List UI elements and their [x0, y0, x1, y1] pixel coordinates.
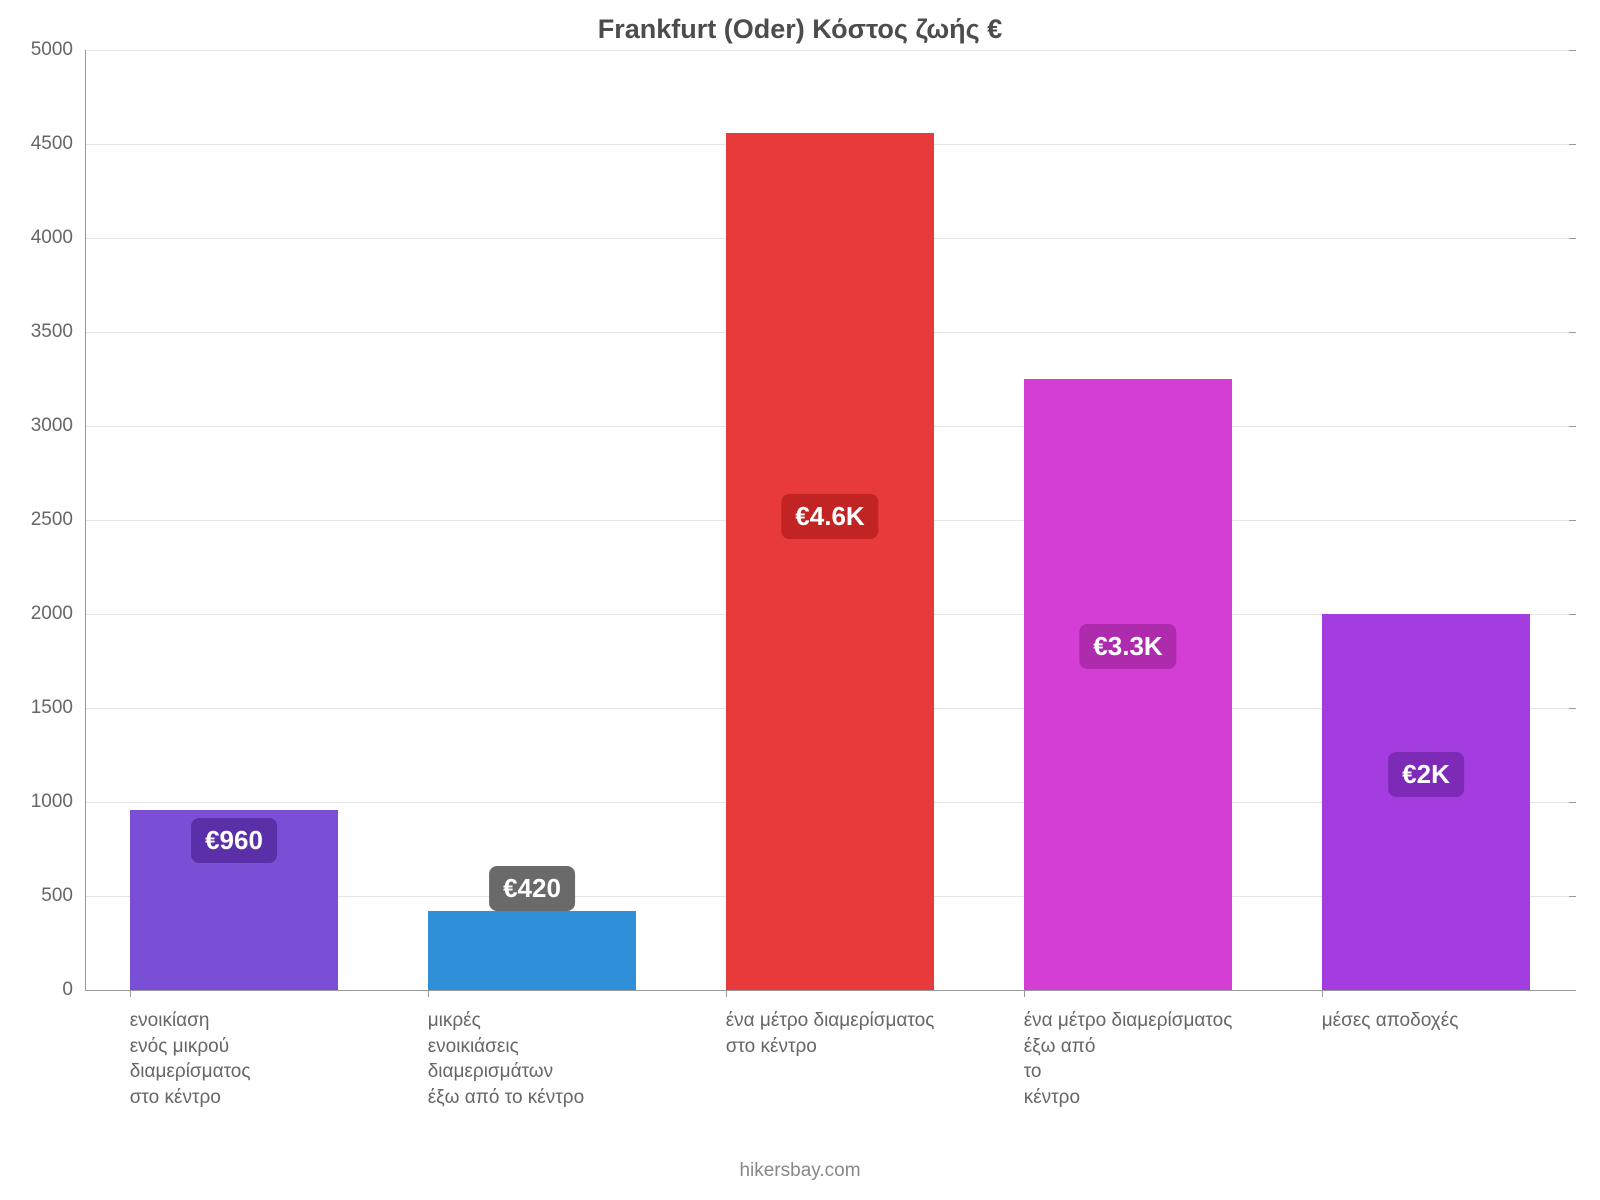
- bar-value-label: €3.3K: [1079, 624, 1176, 669]
- bar: [1024, 379, 1233, 990]
- y-tick-label: 1000: [31, 791, 85, 813]
- bar-value-label: €4.6K: [781, 494, 878, 539]
- y-tick-label: 2000: [31, 603, 85, 625]
- y-tick-label: 3000: [31, 415, 85, 437]
- x-category-label: μέσες αποδοχές: [1322, 1008, 1459, 1034]
- bar-value-label: €2K: [1388, 752, 1464, 797]
- y-tick-mark: [1569, 802, 1576, 803]
- y-axis: [85, 50, 86, 990]
- grid-line: [85, 50, 1575, 51]
- y-tick-label: 500: [41, 885, 85, 907]
- chart-title: Frankfurt (Oder) Κόστος ζωής €: [0, 14, 1600, 45]
- y-tick-mark: [1569, 708, 1576, 709]
- bar-value-label: €420: [489, 866, 575, 911]
- y-tick-label: 4500: [31, 133, 85, 155]
- x-tick-mark: [130, 990, 131, 997]
- y-tick-mark: [1569, 614, 1576, 615]
- plot-area: 0500100015002000250030003500400045005000…: [85, 50, 1575, 990]
- x-category-label: ενοικίαση ενός μικρού διαμερίσματος στο …: [130, 1008, 251, 1111]
- x-category-label: ένα μέτρο διαμερίσματος έξω από το κέντρ…: [1024, 1008, 1233, 1111]
- x-tick-mark: [726, 990, 727, 997]
- bar: [428, 911, 637, 990]
- x-category-label: ένα μέτρο διαμερίσματος στο κέντρο: [726, 1008, 935, 1059]
- bar: [1322, 614, 1531, 990]
- y-tick-label: 0: [62, 979, 85, 1001]
- bar: [726, 133, 935, 990]
- x-axis: [85, 990, 1575, 991]
- x-tick-mark: [428, 990, 429, 997]
- x-tick-mark: [1322, 990, 1323, 997]
- cost-of-living-chart: Frankfurt (Oder) Κόστος ζωής € 050010001…: [0, 0, 1600, 1200]
- y-tick-mark: [1569, 426, 1576, 427]
- y-tick-mark: [1569, 896, 1576, 897]
- y-tick-mark: [1569, 520, 1576, 521]
- y-tick-mark: [1569, 50, 1576, 51]
- y-tick-label: 4000: [31, 227, 85, 249]
- y-tick-label: 5000: [31, 39, 85, 61]
- y-tick-mark: [1569, 144, 1576, 145]
- y-tick-label: 3500: [31, 321, 85, 343]
- x-category-label: μικρές ενοικιάσεις διαμερισμάτων έξω από…: [428, 1008, 584, 1111]
- y-tick-mark: [1569, 332, 1576, 333]
- bar-value-label: €960: [191, 818, 277, 863]
- x-tick-mark: [1024, 990, 1025, 997]
- y-tick-mark: [1569, 238, 1576, 239]
- y-tick-label: 1500: [31, 697, 85, 719]
- credit-line: hikersbay.com: [0, 1160, 1600, 1182]
- y-tick-label: 2500: [31, 509, 85, 531]
